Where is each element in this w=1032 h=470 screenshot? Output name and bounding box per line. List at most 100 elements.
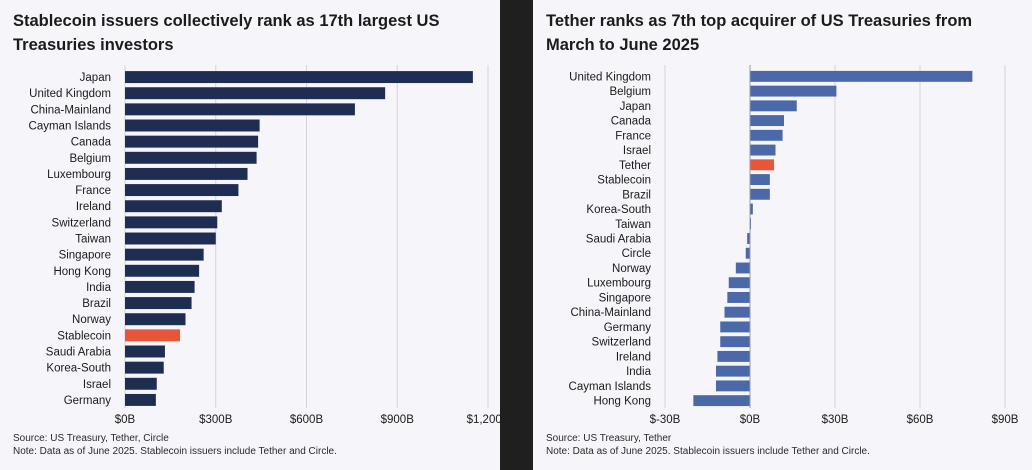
right-chart-bar-india xyxy=(716,365,750,377)
right-chart-bar-canada xyxy=(750,115,784,127)
right-chart-bar-israel xyxy=(750,144,776,156)
right-chart-category-label: Germany xyxy=(604,322,652,334)
left-chart-category-label: Germany xyxy=(64,395,112,407)
right-chart-category-label: Canada xyxy=(611,116,652,128)
right-chart-tick-label: $90B xyxy=(992,414,1019,426)
left-chart-panel: Stablecoin issuers collectively rank as … xyxy=(0,0,500,470)
left-chart-category-label: United Kingdom xyxy=(29,88,111,100)
left-chart-bar-canada xyxy=(125,135,259,148)
left-bar-chart: Japan United Kingdom China-Mainland Cayman … xyxy=(29,65,500,426)
left-chart-category-label: Canada xyxy=(71,137,112,149)
left-chart-bar-india xyxy=(125,280,195,293)
right-chart-bar-united-kingdom xyxy=(750,70,973,82)
right-chart-bar-tether xyxy=(750,159,775,171)
left-chart-category-label: Singapore xyxy=(59,250,111,262)
left-chart-category-label: Ireland xyxy=(76,201,111,213)
left-chart-tick-label: $1,200B xyxy=(467,414,500,426)
right-chart-category-label: Japan xyxy=(620,101,651,113)
left-source-note: Source: US Treasury, Tether, Circle xyxy=(13,433,169,444)
left-chart-bar-korea-south xyxy=(125,361,164,374)
left-chart-category-label: Korea-South xyxy=(46,363,111,375)
right-source-note: Source: US Treasury, Tether xyxy=(546,433,672,444)
left-chart-bar-ireland xyxy=(125,200,222,213)
left-chart-category-label: Brazil xyxy=(82,298,111,310)
right-chart-bar-germany xyxy=(720,321,750,333)
right-chart-category-label: Circle xyxy=(622,248,651,260)
left-chart-bar-china-mainland xyxy=(125,103,355,116)
right-chart-bar-luxembourg xyxy=(728,277,750,289)
left-chart-title: Stablecoin issuers collectively rank as … xyxy=(13,12,440,54)
right-chart-category-label: Belgium xyxy=(609,86,651,98)
left-chart-category-label: Hong Kong xyxy=(53,266,111,278)
right-chart-category-label: Saudi Arabia xyxy=(586,234,652,246)
right-chart-bar-switzerland xyxy=(720,336,750,348)
left-chart-bar-brazil xyxy=(125,297,192,310)
left-chart-tick-label: $600B xyxy=(290,414,324,426)
right-chart-category-label: Hong Kong xyxy=(593,396,651,408)
right-chart-title: Tether ranks as 7th top acquirer of US T… xyxy=(546,12,973,54)
right-chart-category-label: Norway xyxy=(612,263,651,275)
right-chart-category-label: Singapore xyxy=(599,292,651,304)
left-chart-bar-taiwan xyxy=(125,232,216,245)
right-chart-category-label: France xyxy=(615,130,651,142)
right-chart-category-label: Luxembourg xyxy=(587,278,651,290)
right-chart-category-label: Israel xyxy=(623,145,651,157)
left-chart-bar-saudi-arabia xyxy=(125,345,165,358)
right-chart-tick-label: $-30B xyxy=(650,414,681,426)
left-chart-category-label: Stablecoin xyxy=(57,330,111,342)
right-chart-bar-korea-south xyxy=(750,203,753,215)
left-chart-bar-singapore xyxy=(125,248,204,261)
right-chart-category-label: China-Mainland xyxy=(570,307,651,319)
left-chart-category-label: Norway xyxy=(72,314,111,326)
left-chart-bar-luxembourg xyxy=(125,167,248,180)
right-chart-bar-belgium xyxy=(750,85,837,97)
right-chart-category-label: Switzerland xyxy=(592,337,651,349)
right-footnote: Note: Data as of June 2025. Stablecoin i… xyxy=(546,446,870,457)
right-chart-category-label: Korea-South xyxy=(586,204,651,216)
right-chart-bar-hong-kong xyxy=(693,395,750,407)
left-chart-bar-belgium xyxy=(125,151,257,164)
right-chart-bar-ireland xyxy=(717,350,750,362)
right-chart-category-label: Ireland xyxy=(616,351,651,363)
right-chart-tick-label: $0B xyxy=(740,414,761,426)
right-chart-bar-circle xyxy=(745,247,750,259)
left-chart-bar-hong-kong xyxy=(125,264,200,277)
left-chart-category-label: Belgium xyxy=(69,153,111,165)
left-chart-bar-japan xyxy=(125,71,473,84)
right-chart-bar-japan xyxy=(750,100,797,112)
right-chart-bar-cayman-islands xyxy=(716,380,750,392)
left-chart-bar-united-kingdom xyxy=(125,87,386,100)
left-chart-bar-germany xyxy=(125,393,156,406)
right-chart-bar-norway xyxy=(735,262,750,274)
left-chart-tick-label: $0B xyxy=(115,414,136,426)
right-chart-panel: Tether ranks as 7th top acquirer of US T… xyxy=(533,0,1032,470)
left-chart-bar-cayman-islands xyxy=(125,119,260,132)
right-chart-tick-label: $60B xyxy=(907,414,934,426)
left-chart-tick-label: $300B xyxy=(199,414,233,426)
right-chart-category-label: Brazil xyxy=(622,189,651,201)
left-chart-bar-norway xyxy=(125,313,186,326)
left-chart-category-label: Cayman Islands xyxy=(29,121,112,133)
left-chart-tick-label: $900B xyxy=(381,414,415,426)
right-chart-bar-singapore xyxy=(727,292,750,303)
right-chart-category-label: United Kingdom xyxy=(569,71,651,83)
left-chart-category-label: Saudi Arabia xyxy=(46,347,112,359)
left-chart-category-label: Taiwan xyxy=(75,234,111,246)
left-chart-category-label: France xyxy=(75,185,111,197)
left-chart-bar-israel xyxy=(125,377,157,390)
left-chart-category-label: Luxembourg xyxy=(47,169,111,181)
right-chart-category-label: Cayman Islands xyxy=(569,381,652,393)
right-chart-category-label: Stablecoin xyxy=(597,175,651,187)
right-chart-bar-saudi-arabia xyxy=(747,233,750,244)
left-chart-category-label: Japan xyxy=(80,72,111,84)
right-bar-chart: United Kingdom Belgium Japan Canada France Is… xyxy=(569,65,1019,426)
right-chart-category-label: Tether xyxy=(619,160,651,172)
left-footnote: Note: Data as of June 2025. Stablecoin i… xyxy=(13,446,337,457)
left-chart-bar-switzerland xyxy=(125,216,218,229)
left-chart-bar-france xyxy=(125,184,239,197)
right-chart-tick-label: $30B xyxy=(822,414,849,426)
right-chart-category-label: Taiwan xyxy=(615,219,651,231)
right-chart-category-label: India xyxy=(626,366,652,378)
right-chart-bar-stablecoin xyxy=(750,174,770,185)
left-chart-category-label: Israel xyxy=(83,379,111,391)
